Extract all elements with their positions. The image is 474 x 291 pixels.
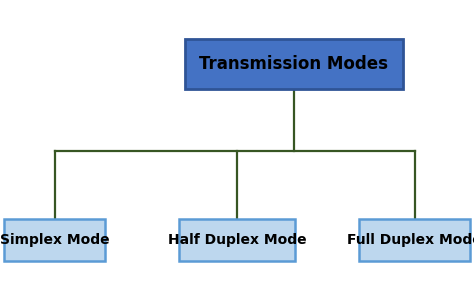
FancyBboxPatch shape [359,219,470,261]
Text: Full Duplex Mode: Full Duplex Mode [347,233,474,247]
FancyBboxPatch shape [185,39,403,90]
Text: Transmission Modes: Transmission Modes [200,55,388,73]
Text: Simplex Mode: Simplex Mode [0,233,109,247]
FancyBboxPatch shape [4,219,105,261]
Text: Half Duplex Mode: Half Duplex Mode [168,233,306,247]
FancyBboxPatch shape [179,219,295,261]
